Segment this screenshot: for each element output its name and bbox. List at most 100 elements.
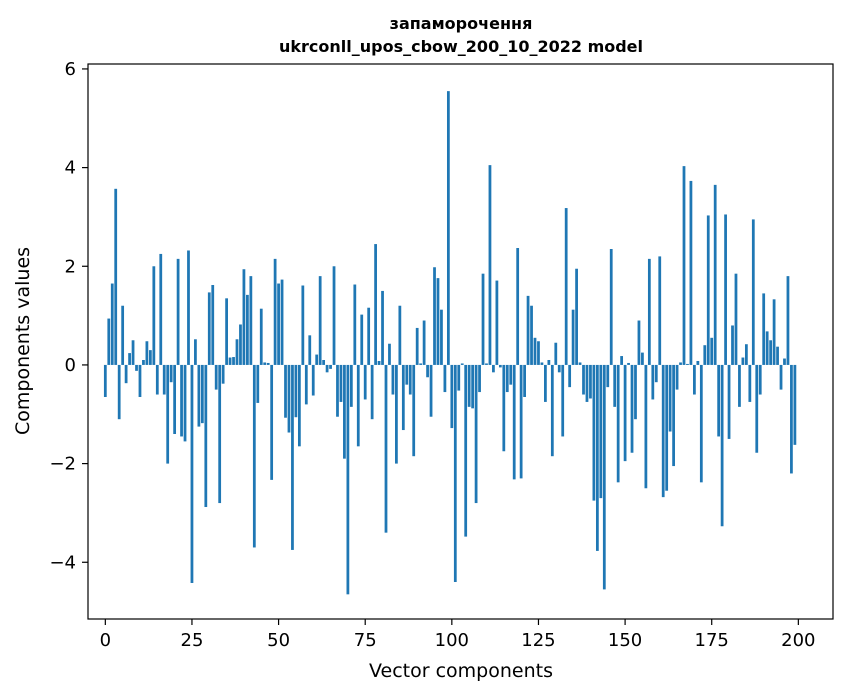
bar	[211, 285, 215, 365]
bar	[301, 285, 305, 365]
bar	[280, 279, 284, 365]
bar	[190, 364, 194, 583]
bar	[239, 324, 242, 365]
bar	[654, 364, 658, 383]
bar	[152, 266, 156, 365]
x-axis-ticks: 0 25 50 75 100 125 150 175 200	[100, 619, 816, 651]
bar	[769, 340, 773, 365]
bar	[568, 364, 572, 388]
bar	[706, 215, 710, 365]
bar	[124, 364, 128, 384]
bar	[623, 364, 627, 462]
bar	[121, 305, 125, 365]
bar	[329, 364, 332, 369]
bars-group	[103, 91, 797, 595]
bar	[363, 364, 367, 400]
bar	[772, 299, 776, 365]
bar	[689, 180, 693, 365]
bar	[187, 250, 190, 365]
bar	[322, 360, 326, 365]
bar	[554, 342, 558, 365]
x-tick-label: 100	[435, 630, 469, 651]
bar	[679, 362, 682, 365]
bar	[589, 364, 592, 399]
y-axis-ticks: −4 −2 0 2 4 6	[49, 59, 88, 573]
bar	[277, 283, 280, 365]
bar	[336, 364, 339, 417]
bar	[256, 364, 260, 403]
bar	[308, 335, 312, 365]
bar	[450, 364, 454, 429]
bar	[415, 327, 419, 365]
bar	[641, 352, 644, 365]
bar	[356, 364, 360, 447]
bar	[620, 356, 624, 365]
bar	[557, 364, 561, 373]
bar	[509, 364, 513, 385]
bar	[478, 364, 481, 393]
bar	[284, 364, 287, 418]
bar	[765, 331, 769, 365]
bar	[793, 364, 797, 445]
bar	[703, 345, 707, 365]
bar	[578, 362, 582, 365]
bar	[228, 357, 232, 365]
bar	[734, 273, 738, 365]
bar	[744, 344, 748, 365]
bar	[433, 267, 436, 365]
bar	[311, 364, 315, 396]
bar	[786, 276, 790, 365]
bar	[505, 364, 509, 393]
bar	[162, 364, 166, 395]
bar	[748, 364, 752, 402]
bar	[270, 364, 274, 480]
bar	[530, 305, 533, 365]
bar	[471, 364, 475, 409]
bar	[651, 364, 655, 400]
bar	[488, 165, 492, 365]
y-tick-label: 0	[65, 355, 76, 376]
bar	[547, 360, 551, 365]
bar	[440, 309, 443, 365]
bar	[575, 268, 578, 365]
bar	[221, 364, 225, 384]
bar	[453, 364, 457, 582]
bar	[166, 364, 170, 464]
bar	[561, 364, 565, 437]
bar	[107, 318, 111, 365]
bar	[779, 364, 783, 390]
bar	[599, 364, 603, 499]
bar	[595, 364, 599, 551]
bar	[294, 364, 298, 418]
bar	[540, 362, 544, 365]
bar	[117, 364, 121, 420]
bar	[443, 364, 447, 393]
bar	[741, 357, 745, 365]
bar	[287, 364, 291, 433]
bar	[544, 364, 547, 402]
bar	[512, 364, 516, 480]
bar	[273, 258, 277, 365]
bar	[550, 364, 554, 457]
bar	[297, 364, 301, 447]
bar	[384, 364, 388, 533]
bar	[360, 314, 364, 365]
bar	[242, 269, 246, 365]
x-tick-label: 200	[781, 630, 815, 651]
bar	[571, 309, 575, 365]
bar	[169, 364, 173, 383]
bar	[173, 364, 177, 434]
bar	[135, 364, 138, 371]
bar	[713, 184, 717, 365]
bar	[602, 364, 606, 590]
bar	[710, 337, 714, 365]
bar	[564, 208, 568, 365]
y-tick-label: 6	[65, 59, 76, 80]
bar	[526, 295, 530, 365]
bar	[422, 320, 426, 365]
bar	[661, 364, 665, 498]
bar	[398, 305, 402, 365]
bar	[755, 364, 759, 453]
y-tick-label: 4	[65, 158, 76, 179]
